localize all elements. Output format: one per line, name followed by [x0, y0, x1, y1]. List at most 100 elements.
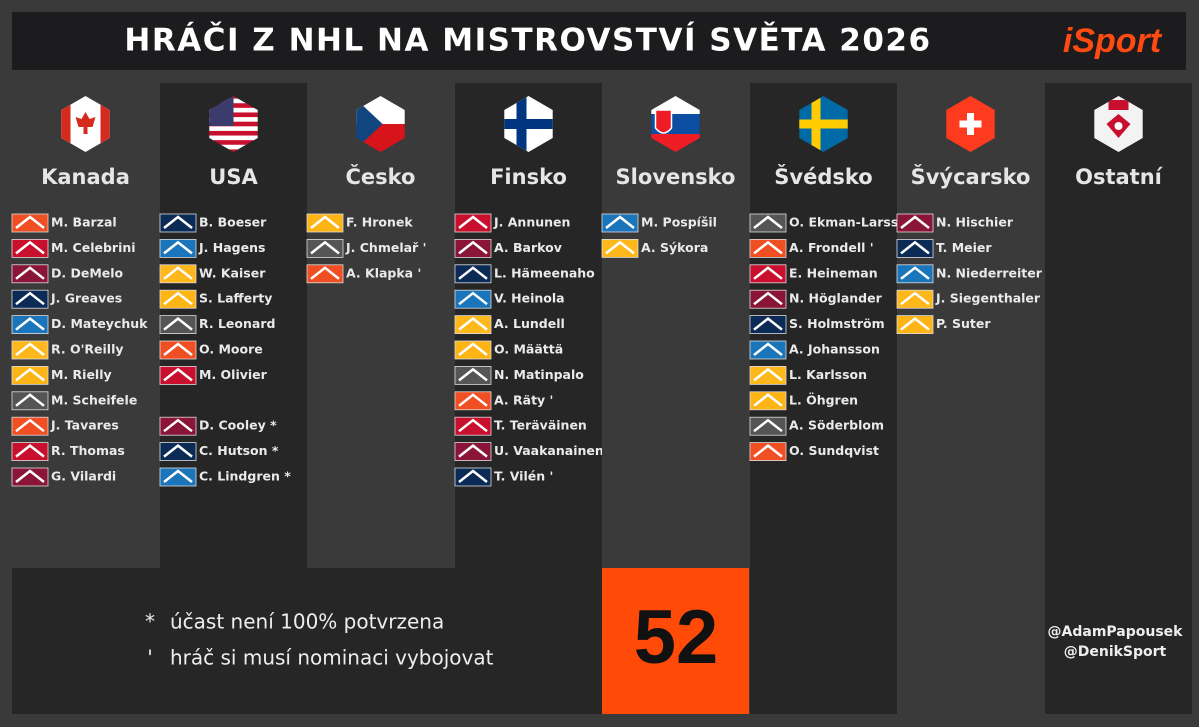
- player-name: M. Scheifele: [51, 392, 137, 407]
- player-name: C. Hutson *: [199, 443, 279, 458]
- team-logo-mark: [15, 266, 45, 280]
- player-name: D. DeMelo: [51, 265, 124, 280]
- team-logo-mark: [458, 215, 488, 229]
- team-logo: [11, 365, 49, 385]
- team-logo-mark: [15, 291, 45, 306]
- flag-part: [799, 119, 848, 129]
- flag-part: [651, 114, 700, 134]
- player-name: T. Meier: [936, 240, 992, 255]
- player-name: A. Johansson: [789, 342, 880, 357]
- total-count: 52: [634, 595, 719, 680]
- column-name: Česko: [346, 164, 416, 189]
- team-logo: [454, 213, 492, 233]
- column-name: Švýcarsko: [911, 164, 1031, 189]
- player-name: O. Määttä: [494, 342, 563, 357]
- team-logo: [159, 238, 197, 258]
- legend-panel: [12, 568, 602, 714]
- player-name: J. Tavares: [50, 418, 119, 433]
- legend-symbol: *: [145, 610, 155, 634]
- legend-symbol: ': [147, 646, 153, 670]
- team-logo: [11, 340, 49, 360]
- player-name: N. Höglander: [789, 291, 883, 306]
- player-name: R. Thomas: [51, 443, 125, 458]
- team-logo-mark: [163, 240, 193, 255]
- player-name: M. Barzal: [51, 215, 117, 230]
- legend-text: hráč si musí nominaci vybojovat: [170, 646, 494, 670]
- column-name: Švédsko: [774, 164, 872, 189]
- team-logo: [306, 238, 344, 258]
- player-name: B. Boeser: [199, 215, 267, 230]
- team-logo: [601, 238, 639, 258]
- team-logo-mark: [310, 215, 340, 229]
- player-name: S. Holmström: [789, 316, 885, 331]
- team-logo-mark: [163, 266, 193, 280]
- player-name: D. Cooley *: [199, 418, 277, 433]
- flag: [1094, 96, 1143, 152]
- team-logo: [159, 365, 197, 385]
- team-logo: [159, 340, 197, 360]
- team-logo: [749, 365, 787, 385]
- flag-part: [209, 144, 258, 150]
- team-logo: [454, 264, 492, 284]
- player-name: A. Klapka ': [346, 265, 421, 280]
- team-logo-mark: [900, 317, 930, 331]
- column-bg: [307, 83, 454, 568]
- team-logo: [896, 264, 934, 284]
- flag-part: [61, 96, 71, 152]
- team-logo-mark: [753, 317, 783, 331]
- player-name: P. Suter: [936, 316, 991, 331]
- player-name: N. Matinpalo: [494, 367, 584, 382]
- team-logo: [896, 315, 934, 335]
- player-name: J. Chmelař ': [345, 240, 426, 255]
- team-logo-mark: [458, 469, 488, 483]
- flag-part: [209, 130, 258, 137]
- team-logo: [159, 416, 197, 436]
- player-name: N. Niederreiter: [936, 265, 1043, 280]
- player-name: D. Mateychuk: [51, 316, 148, 331]
- player-name: M. Pospíšil: [641, 215, 717, 230]
- column-name: USA: [209, 165, 258, 189]
- player-name: A. Lundell: [494, 316, 565, 331]
- team-logo-mark: [458, 393, 488, 407]
- handle: @DenikSport: [1064, 644, 1167, 660]
- team-logo: [159, 264, 197, 284]
- player-name: T. Vilén ': [494, 469, 553, 484]
- team-logo-mark: [753, 240, 783, 255]
- team-logo: [749, 391, 787, 411]
- player-name: J. Annunen: [493, 215, 570, 230]
- total-box: [602, 568, 749, 714]
- team-logo-mark: [15, 317, 45, 331]
- team-logo: [749, 289, 787, 309]
- title: HRÁČI Z NHL NA MISTROVSTVÍ SVĚTA 2026: [124, 22, 931, 59]
- flag-part: [209, 135, 258, 141]
- team-logo: [601, 213, 639, 233]
- legend-text: účast není 100% potvrzena: [170, 610, 444, 634]
- player-name: L. Öhgren: [789, 392, 858, 407]
- team-logo: [11, 289, 49, 309]
- team-logo: [11, 391, 49, 411]
- team-logo-mark: [15, 393, 45, 407]
- player-name: M. Rielly: [51, 367, 112, 382]
- team-logo: [11, 213, 49, 233]
- team-logo: [896, 289, 934, 309]
- player-name: A. Barkov: [494, 240, 562, 255]
- team-logo-mark: [15, 367, 45, 382]
- team-logo: [11, 238, 49, 258]
- player-name: U. Vaakanainen: [494, 443, 604, 458]
- team-logo: [454, 289, 492, 309]
- header-bar: [12, 12, 1186, 70]
- team-logo-mark: [15, 418, 45, 433]
- player-name: R. Leonard: [199, 316, 275, 331]
- team-logo-mark: [163, 469, 193, 483]
- flag-part: [75, 112, 96, 134]
- team-logo: [159, 213, 197, 233]
- team-logo: [11, 467, 49, 487]
- team-logo: [749, 340, 787, 360]
- player-name: J. Greaves: [50, 291, 122, 306]
- player-name: W. Kaiser: [199, 265, 266, 280]
- team-logo-mark: [900, 291, 930, 306]
- flag-part: [100, 96, 110, 152]
- team-logo-mark: [753, 393, 783, 407]
- flag-part: [959, 120, 982, 128]
- player-name: O. Ekman-Larsson: [789, 215, 916, 230]
